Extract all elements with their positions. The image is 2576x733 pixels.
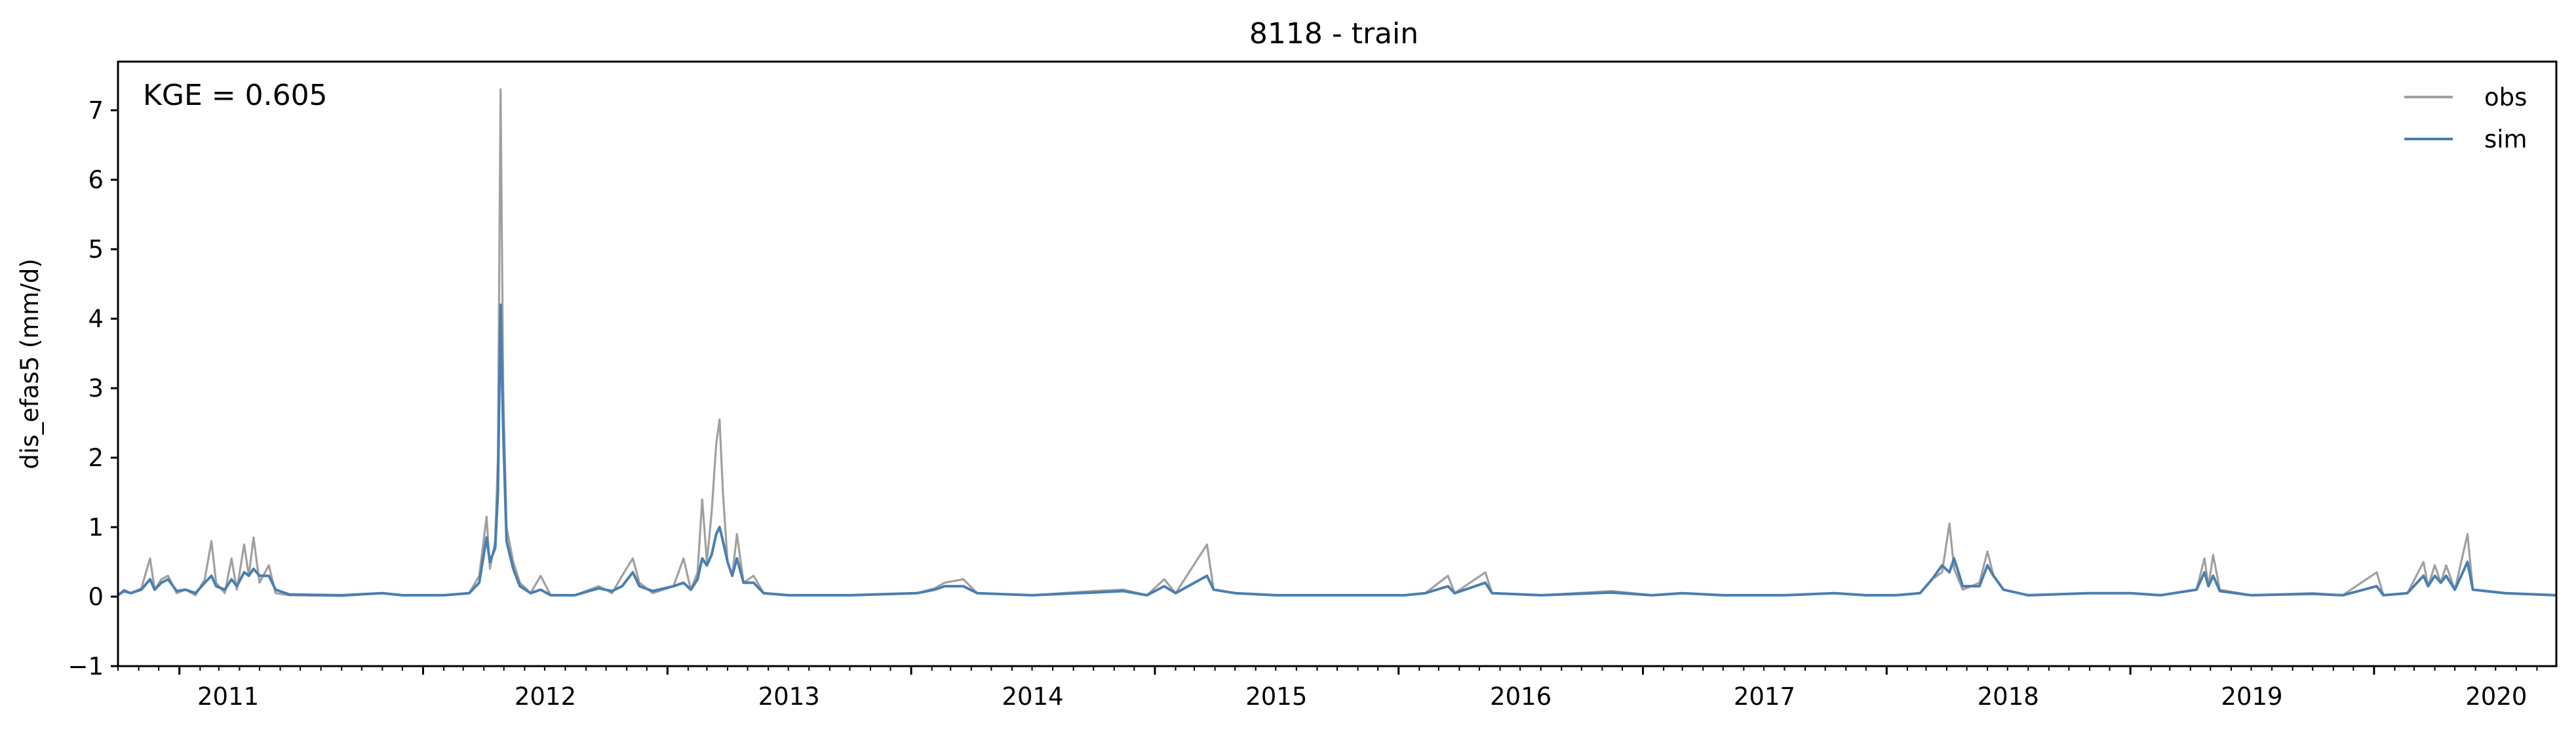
x-tick-label: 2016 [1490, 683, 1551, 711]
y-tick-label: 3 [88, 374, 104, 403]
x-tick-label: 2013 [758, 683, 820, 711]
y-tick-label: 1 [88, 513, 104, 542]
series-line-obs [117, 88, 2557, 597]
legend-label-sim: sim [2484, 125, 2527, 153]
x-tick-label: 2014 [1002, 683, 1063, 711]
x-tick-label: 2011 [197, 683, 259, 711]
x-tick-label: 2012 [515, 683, 576, 711]
kge-annotation: KGE = 0.605 [143, 79, 328, 112]
plot-area [117, 88, 2557, 597]
x-tick-label: 2019 [2221, 683, 2282, 711]
legend: obs sim [2404, 83, 2527, 153]
plot-frame [117, 60, 2558, 667]
chart-title: 8118 - train [1249, 17, 1418, 50]
x-tick-label: 2020 [2465, 683, 2527, 711]
legend-label-obs: obs [2484, 83, 2527, 111]
x-tick-label: 2015 [1245, 683, 1307, 711]
x-tick-label: 2017 [1734, 683, 1795, 711]
x-axis: 2011 2012 2013 2014 2015 2016 2017 2018 2019 2020 [117, 666, 2538, 711]
y-tick-label: 2 [88, 444, 104, 472]
y-tick-label: −1 [68, 652, 104, 681]
y-tick-label: 0 [88, 583, 104, 611]
y-tick-label: 4 [88, 305, 104, 333]
y-axis-label: dis_efas5 (mm/d) [16, 258, 44, 469]
y-tick-label: 6 [88, 166, 104, 194]
y-tick-label: 5 [88, 235, 104, 264]
series-line-sim [117, 303, 2557, 597]
y-axis: −1 0 1 2 3 4 5 6 7 [68, 96, 118, 681]
x-tick-label: 2018 [1978, 683, 2039, 711]
y-tick-label: 7 [88, 96, 104, 125]
